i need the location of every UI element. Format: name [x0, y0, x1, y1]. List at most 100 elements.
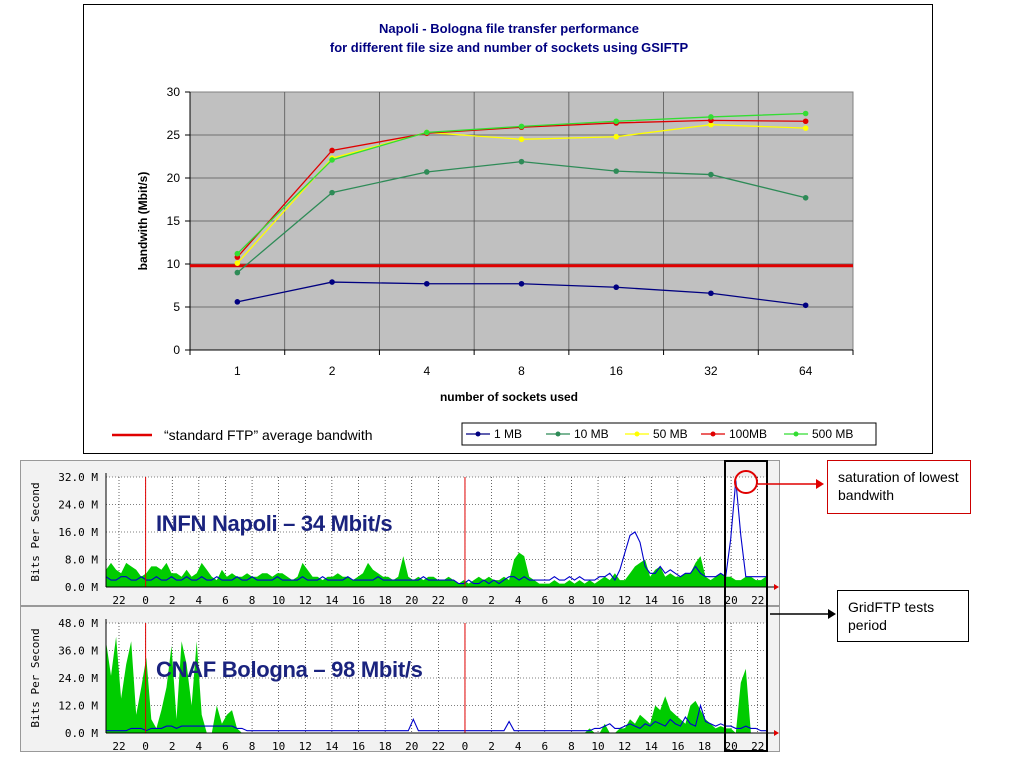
data-point — [423, 129, 430, 136]
series-legend-box — [461, 422, 877, 446]
data-point — [234, 299, 241, 305]
mrtg-y-tick-label: 8.0 M — [65, 554, 98, 567]
mrtg-x-tick-label: 4 — [515, 594, 522, 607]
x-tick-label: 2 — [329, 364, 336, 378]
x-tick-label: 4 — [423, 364, 430, 378]
mrtg-outgoing-line — [105, 480, 766, 585]
y-tick-label: 30 — [167, 85, 181, 99]
mrtg-x-tick-label: 22 — [432, 594, 445, 607]
data-point — [234, 260, 241, 266]
data-point — [802, 194, 809, 201]
mrtg-x-tick-label: 20 — [724, 594, 737, 607]
legend-marker — [634, 431, 640, 437]
mrtg-x-tick-label: 22 — [112, 740, 125, 753]
data-point — [329, 147, 335, 154]
mrtg-x-tick-label: 8 — [568, 594, 575, 607]
mrtg-y-axis-label: Bits Per Second — [29, 628, 42, 727]
mrtg-x-tick-label: 18 — [379, 740, 392, 753]
y-tick-label: 5 — [173, 300, 180, 314]
y-tick-label: 15 — [167, 214, 181, 228]
mrtg-x-tick-label: 0 — [462, 740, 469, 753]
chart-title: Napoli - Bologna file transfer performan… — [379, 21, 639, 36]
data-point — [708, 171, 714, 178]
mrtg-x-tick-label: 16 — [352, 594, 365, 607]
main-line-chart: Napoli - Bologna file transfer performan… — [83, 4, 933, 454]
data-point — [802, 302, 809, 309]
saturation-arrow — [758, 479, 824, 489]
mrtg-x-tick-label: 6 — [222, 594, 229, 607]
mrtg-x-tick-label: 2 — [488, 594, 495, 607]
mrtg-x-tick-label: 12 — [618, 740, 631, 753]
mrtg-x-tick-label: 12 — [299, 740, 312, 753]
mrtg-y-axis-label: Bits Per Second — [29, 482, 42, 581]
y-tick-label: 0 — [173, 343, 180, 357]
mrtg-x-tick-label: 16 — [671, 594, 684, 607]
mrtg-x-tick-label: 20 — [405, 594, 418, 607]
x-tick-label: 32 — [704, 364, 718, 378]
mrtg-outgoing-line — [106, 703, 766, 732]
mrtg-x-tick-label: 6 — [541, 594, 548, 607]
mrtg-x-tick-label: 20 — [405, 740, 418, 753]
y-axis-label: bandwith (Mbit/s) — [136, 172, 150, 271]
gridftp-arrow — [770, 609, 836, 619]
y-tick-label: 10 — [167, 257, 181, 271]
mrtg-graph-bologna: 0.0 M 12.0 M 24.0 M 36.0 M 48.0 M Bits Per Se… — [20, 606, 780, 753]
mrtg-x-tick-label: 10 — [272, 594, 285, 607]
legend-label: 50 MB — [653, 427, 688, 441]
mrtg-x-tick-label: 18 — [698, 740, 711, 753]
y-tick-label: 25 — [167, 128, 181, 142]
mrtg-x-tick-label: 8 — [568, 740, 575, 753]
mrtg-x-tick-label: 10 — [591, 740, 604, 753]
data-point — [518, 280, 525, 287]
mrtg-y-tick-label: 36.0 M — [58, 645, 98, 658]
data-point — [613, 118, 620, 125]
data-point — [234, 269, 241, 276]
data-point — [518, 136, 525, 143]
x-tick-label: 16 — [610, 364, 624, 378]
data-point — [802, 110, 809, 117]
data-point — [613, 168, 620, 174]
mrtg-x-tick-label: 4 — [515, 740, 522, 753]
mrtg-x-tick-label: 22 — [751, 594, 764, 607]
legend-marker — [793, 431, 799, 437]
data-point — [802, 125, 809, 131]
reference-legend-label: “standard FTP” average bandwith — [164, 427, 373, 443]
mrtg-axis-arrow — [774, 584, 779, 590]
mrtg-x-tick-label: 4 — [196, 740, 203, 753]
bologna-graph-title: CNAF Bologna – 98 Mbit/s — [156, 657, 423, 682]
mrtg-x-tick-label: 4 — [196, 594, 203, 607]
mrtg-y-tick-label: 24.0 M — [58, 499, 98, 512]
chart-subtitle: for different file size and number of so… — [330, 40, 689, 55]
mrtg-x-tick-label: 18 — [379, 594, 392, 607]
mrtg-graph-napoli: 0.0 M 8.0 M 16.0 M 24.0 M 32.0 M Bits Per Sec… — [20, 460, 780, 607]
data-point — [708, 290, 714, 297]
legend-label: 10 MB — [574, 427, 609, 441]
data-point — [329, 157, 335, 163]
mrtg-x-tick-label: 20 — [724, 740, 737, 753]
mrtg-y-tick-label: 0.0 M — [65, 581, 98, 594]
mrtg-x-tick-label: 0 — [142, 740, 149, 753]
mrtg-y-tick-label: 32.0 M — [58, 471, 98, 484]
data-point — [518, 158, 525, 165]
data-point — [518, 123, 525, 130]
data-point — [613, 284, 620, 291]
mrtg-axis-arrow — [774, 730, 779, 736]
mrtg-y-tick-label: 48.0 M — [58, 617, 98, 630]
data-point — [708, 114, 714, 120]
legend-marker — [475, 431, 481, 437]
mrtg-incoming-area — [106, 636, 766, 733]
data-point — [423, 280, 430, 287]
mrtg-x-tick-label: 16 — [352, 740, 365, 753]
mrtg-x-tick-label: 8 — [249, 594, 256, 607]
mrtg-x-tick-label: 6 — [541, 740, 548, 753]
mrtg-x-tick-label: 22 — [751, 740, 764, 753]
data-point — [423, 169, 430, 175]
mrtg-x-tick-label: 16 — [671, 740, 684, 753]
mrtg-x-tick-label: 22 — [432, 740, 445, 753]
mrtg-y-tick-label: 0.0 M — [65, 727, 98, 740]
mrtg-x-tick-label: 12 — [299, 594, 312, 607]
mrtg-x-tick-label: 8 — [249, 740, 256, 753]
data-point — [802, 118, 809, 125]
mrtg-x-tick-label: 6 — [222, 740, 229, 753]
data-point — [329, 189, 335, 196]
